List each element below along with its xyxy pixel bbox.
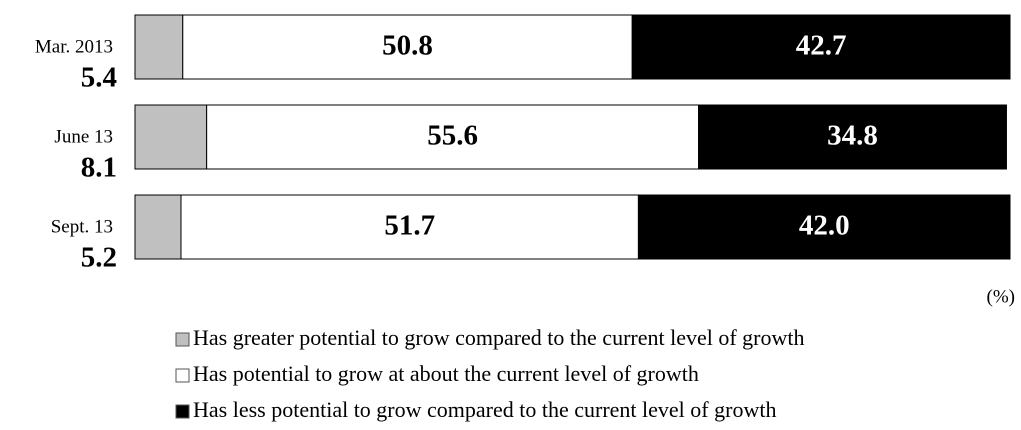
bar-segment bbox=[631, 14, 1011, 80]
legend-swatch bbox=[175, 404, 190, 419]
category-label: Sept. 13 bbox=[51, 216, 113, 237]
category-label: Mar. 2013 bbox=[35, 36, 113, 57]
value-label: 51.7 bbox=[384, 210, 435, 242]
bar-segment bbox=[134, 194, 182, 260]
legend-label: Has less potential to grow compared to t… bbox=[193, 397, 776, 422]
value-label: 42.7 bbox=[796, 30, 847, 62]
category-label: June 13 bbox=[54, 126, 113, 147]
bar-segment bbox=[134, 104, 208, 170]
legend-swatch bbox=[175, 368, 190, 383]
value-label: 42.0 bbox=[799, 210, 850, 242]
value-label: 5.4 bbox=[81, 62, 117, 94]
legend-swatch bbox=[175, 332, 190, 347]
unit-label: (%) bbox=[987, 286, 1015, 307]
value-label: 55.6 bbox=[427, 120, 478, 152]
value-label: 34.8 bbox=[827, 120, 878, 152]
bar-segment bbox=[206, 104, 700, 170]
bar-segment bbox=[182, 14, 633, 80]
bar-segment bbox=[698, 104, 1007, 170]
bar-segment bbox=[134, 14, 184, 80]
legend-label: Has potential to grow at about the curre… bbox=[193, 361, 699, 386]
value-label: 5.2 bbox=[81, 242, 117, 274]
bar-segment bbox=[637, 194, 1011, 260]
value-label: 50.8 bbox=[382, 30, 433, 62]
value-label: 8.1 bbox=[81, 152, 117, 184]
legend-label: Has greater potential to grow compared t… bbox=[193, 325, 805, 350]
bar-segment bbox=[180, 194, 639, 260]
